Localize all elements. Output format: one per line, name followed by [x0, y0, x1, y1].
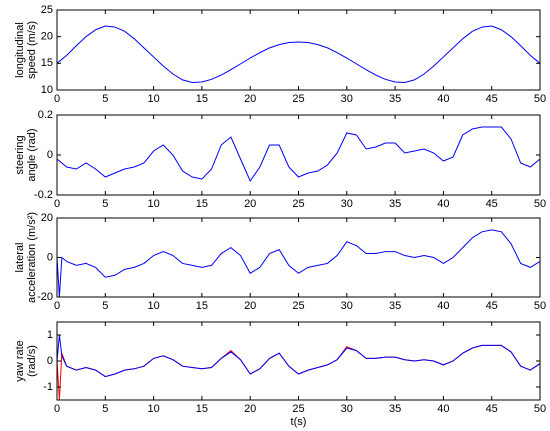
data-line [57, 229, 540, 297]
x-tick-label: 5 [102, 300, 108, 312]
x-tick-label: 50 [534, 93, 546, 105]
subplot: 0 5 10 15 20 25 30 35 40 45 50 10 15 20 25 longitudinal… [14, 4, 546, 105]
plot-area [57, 218, 540, 297]
x-tick-label: 35 [389, 300, 401, 312]
x-tick-label: 50 [534, 403, 546, 415]
x-tick-label: 40 [437, 403, 449, 415]
y-axis-label: speed (m/s) [26, 21, 38, 79]
x-tick-label: 40 [437, 198, 449, 210]
y-axis-label: angle (rad) [26, 128, 38, 181]
y-tick-label: 0 [47, 355, 53, 367]
x-tick-label: 15 [196, 198, 208, 210]
plot-area [57, 322, 540, 400]
x-tick-label: 25 [292, 198, 304, 210]
data-line [57, 334, 540, 378]
data-layer [57, 229, 540, 297]
x-tick-label: 30 [341, 300, 353, 312]
x-tick-label: 45 [486, 93, 498, 105]
data-line [57, 126, 540, 183]
x-tick-label: 10 [147, 300, 159, 312]
y-tick-label: 10 [41, 84, 53, 96]
y-axis-label: steering [14, 135, 26, 174]
x-tick-label: 5 [102, 93, 108, 105]
x-tick-label: 20 [244, 403, 256, 415]
x-tick-label: 40 [437, 93, 449, 105]
x-tick-label: 30 [341, 198, 353, 210]
x-tick-label: 35 [389, 198, 401, 210]
x-tick-label: 20 [244, 198, 256, 210]
y-tick-label: -1 [43, 381, 53, 393]
x-tick-label: 35 [389, 403, 401, 415]
x-tick-label: 10 [147, 93, 159, 105]
x-tick-label: 0 [54, 198, 60, 210]
plot-area [57, 10, 540, 90]
y-tick-label: 20 [41, 212, 53, 224]
x-tick-label: 15 [196, 403, 208, 415]
x-tick-label: 10 [147, 198, 159, 210]
x-tick-label: 40 [437, 300, 449, 312]
y-axis-label: yaw rate [14, 340, 26, 382]
y-tick-label: 15 [41, 57, 53, 69]
x-tick-label: 20 [244, 93, 256, 105]
y-tick-label: -20 [37, 291, 53, 303]
x-tick-label: 0 [54, 403, 60, 415]
data-layer [57, 126, 540, 183]
x-tick-label: 25 [292, 93, 304, 105]
x-axis-label: t(s) [291, 416, 307, 428]
x-tick-label: 0 [54, 300, 60, 312]
y-axis-label: (rad/s) [26, 345, 38, 377]
x-tick-label: 15 [196, 93, 208, 105]
x-tick-label: 25 [292, 300, 304, 312]
x-tick-label: 50 [534, 300, 546, 312]
x-tick-label: 30 [341, 93, 353, 105]
data-layer [57, 334, 540, 400]
x-tick-label: 50 [534, 198, 546, 210]
x-tick-label: 5 [102, 403, 108, 415]
y-tick-label: 0.2 [38, 109, 53, 121]
plot-area [57, 115, 540, 195]
x-tick-label: 25 [292, 403, 304, 415]
x-tick-label: 45 [486, 300, 498, 312]
x-tick-label: 0 [54, 93, 60, 105]
data-layer [57, 25, 540, 84]
x-tick-label: 5 [102, 198, 108, 210]
x-tick-label: 45 [486, 403, 498, 415]
data-line [57, 25, 540, 84]
y-axis-label: lateral [14, 243, 26, 273]
x-tick-label: 20 [244, 300, 256, 312]
x-tick-label: 10 [147, 403, 159, 415]
y-tick-label: 0 [47, 149, 53, 161]
x-tick-label: 45 [486, 198, 498, 210]
x-tick-label: 30 [341, 403, 353, 415]
y-tick-label: -0.2 [34, 189, 53, 201]
x-tick-label: 15 [196, 300, 208, 312]
y-axis-label: longitudinal [14, 22, 26, 78]
y-tick-label: 25 [41, 4, 53, 16]
y-tick-label: 1 [47, 329, 53, 341]
y-axis-label: acceleration (m/s²) [26, 212, 38, 303]
y-tick-label: 20 [41, 31, 53, 43]
x-tick-label: 35 [389, 93, 401, 105]
y-tick-label: 0 [47, 251, 53, 263]
